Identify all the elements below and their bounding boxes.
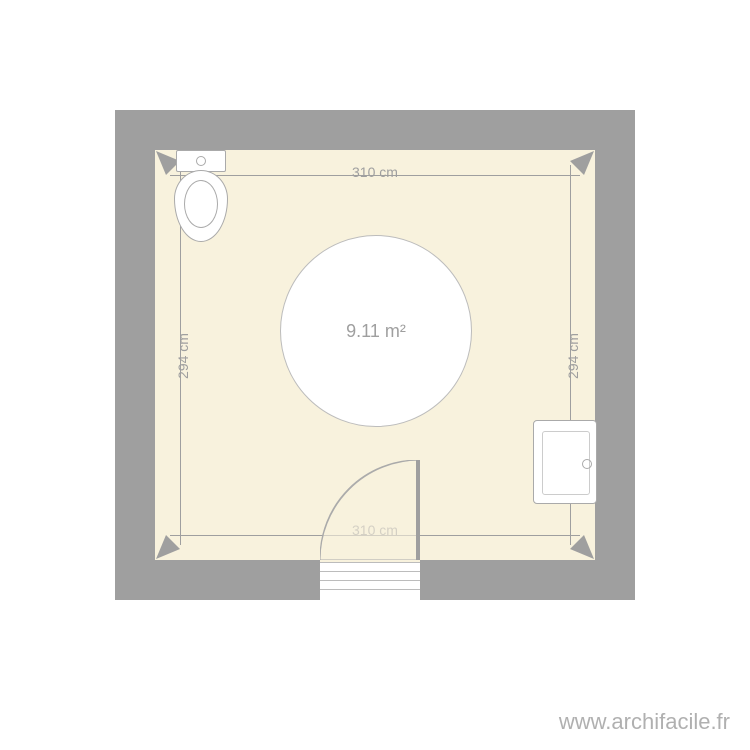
door-step-4 — [320, 589, 420, 601]
dim-label-right: 294 cm — [565, 333, 581, 379]
watermark: www.archifacile.fr — [559, 709, 730, 735]
toilet-fixture — [172, 150, 232, 250]
dim-label-left: 294 cm — [175, 333, 191, 379]
area-circle: 9.11 m² — [280, 235, 472, 427]
door-swing — [320, 460, 420, 560]
door-leaf — [416, 460, 420, 560]
area-label: 9.11 m² — [346, 321, 406, 342]
dim-label-top: 310 cm — [352, 164, 398, 180]
sink-fixture — [533, 420, 597, 504]
floorplan-canvas: 9.11 m² 310 cm 310 cm 294 cm 294 cm — [0, 0, 750, 750]
